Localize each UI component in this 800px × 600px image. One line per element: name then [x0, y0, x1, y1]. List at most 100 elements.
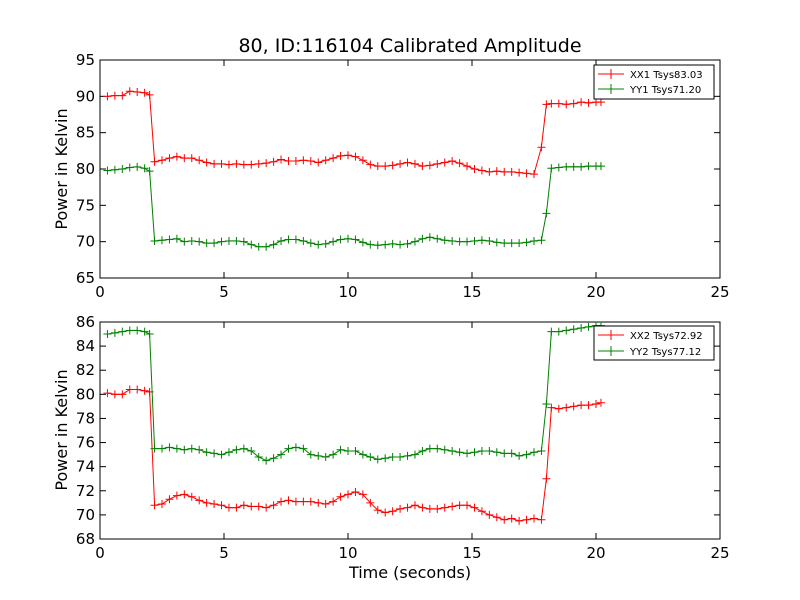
- bottom-series-1-point: [530, 448, 538, 457]
- bottom-series-1-point: [187, 444, 196, 453]
- bottom-series-0-point: [118, 390, 127, 399]
- bottom-series-0-point: [448, 502, 457, 511]
- top-series-0-point: [358, 156, 367, 165]
- top-series-0-point: [125, 87, 134, 96]
- bottom-series-1-point: [165, 443, 174, 452]
- top-series-1-point: [596, 162, 605, 171]
- top-series-0-point: [584, 98, 593, 107]
- bottom-series-1-point: [477, 446, 486, 455]
- bottom-series-0-point: [373, 506, 382, 515]
- bottom-series-1-point: [232, 445, 241, 454]
- top-series-1-point: [329, 237, 338, 246]
- bottom-xtick-label: 15: [462, 544, 481, 562]
- bottom-ytick-label: 68: [76, 530, 95, 548]
- bottom-series-1-point: [195, 445, 204, 454]
- top-series-0-point: [455, 159, 464, 168]
- bottom-series-1-point: [562, 326, 571, 335]
- top-ytick-label: 90: [76, 87, 95, 105]
- top-series-0-point: [336, 151, 345, 160]
- bottom-series-1-point: [239, 444, 248, 453]
- bottom-series-0-point: [262, 503, 271, 512]
- top-ticks: 0 5 10 15 20 25 65 70 75 80 85 90 95: [76, 51, 730, 301]
- top-series-0-point: [140, 88, 149, 97]
- bottom-series-1-point: [329, 450, 338, 459]
- top-series-0-point: [448, 157, 457, 166]
- top-series-0-point: [150, 157, 159, 166]
- bottom-xtick-label: 20: [586, 544, 605, 562]
- top-series-0-point: [440, 158, 449, 167]
- bottom-series-0-point: [321, 500, 330, 509]
- bottom-series-1-point: [547, 327, 556, 336]
- top-series-0-point: [247, 160, 256, 169]
- bottom-series-0-point: [299, 497, 308, 506]
- top-series-0-point: [306, 157, 315, 166]
- top-series-1-point: [158, 236, 166, 245]
- top-series-1-point: [522, 238, 531, 247]
- bottom-series-1-point: [140, 327, 149, 336]
- bottom-series-1-point: [507, 449, 516, 458]
- top-series-0-point: [118, 91, 127, 100]
- bottom-series-0-point: [584, 401, 593, 410]
- top-series-0-point: [373, 162, 382, 171]
- top-series-0-point: [562, 100, 571, 109]
- top-series-1-point: [373, 241, 382, 250]
- top-series-1-point: [507, 239, 516, 248]
- top-series-0-point: [217, 159, 226, 168]
- bottom-series-1-point: [158, 444, 166, 453]
- top-series-1-point: [562, 162, 571, 171]
- top-series-0-point: [145, 90, 154, 99]
- top-series-1-point: [262, 242, 271, 251]
- bottom-series-1-point: [284, 444, 293, 453]
- bottom-xtick-label: 5: [219, 544, 229, 562]
- top-series-1-point: [351, 235, 360, 244]
- top-series-0-point: [329, 154, 338, 163]
- top-series-1-point: [195, 237, 204, 246]
- top-series-0-point: [187, 154, 196, 163]
- top-series-0-point: [133, 87, 142, 96]
- top-series-1-point: [239, 237, 248, 246]
- bottom-series-1-point: [396, 453, 405, 462]
- top-series-1-point: [358, 238, 367, 247]
- top-series-0-point: [103, 92, 112, 101]
- top-ylabel: Power in Kelvin: [52, 108, 71, 229]
- top-series-0-point: [418, 162, 427, 171]
- top-series-1-point: [172, 234, 181, 243]
- top-series-0-point: [381, 162, 390, 171]
- bottom-series-0-point: [133, 385, 142, 394]
- top-series-1-point: [321, 239, 330, 248]
- bottom-series-0-point: [388, 507, 397, 516]
- bottom-ytick-label: 78: [76, 409, 95, 427]
- bottom-series-0-point: [396, 504, 405, 513]
- bottom-series-0-point: [239, 501, 248, 510]
- top-series-0-point: [284, 157, 293, 166]
- bottom-series-1-point: [515, 451, 524, 460]
- top-series-0-point: [547, 99, 556, 108]
- bottom-series-0-point: [103, 389, 112, 398]
- bottom-ytick-label: 70: [76, 506, 95, 524]
- bottom-ytick-label: 74: [76, 458, 95, 476]
- top-legend-label-xx1: XX1 Tsys83.03: [630, 70, 703, 81]
- bottom-series-1-point: [485, 446, 494, 455]
- top-series-0-point: [269, 157, 278, 166]
- bottom-series-0-point: [336, 492, 345, 501]
- top-series-0-point: [254, 159, 263, 168]
- bottom-series-0-point: [470, 503, 479, 512]
- bottom-series-0-point: [485, 510, 494, 519]
- bottom-series-0-point: [217, 501, 226, 510]
- top-series-0-point: [232, 159, 241, 168]
- top-series-0-point: [403, 158, 412, 167]
- top-series-0-point: [210, 159, 219, 168]
- top-series-1-point: [463, 237, 472, 246]
- bottom-series-1-point: [537, 446, 546, 455]
- bottom-series-0-point: [463, 501, 472, 510]
- top-xtick-label: 25: [710, 283, 729, 301]
- top-legend: XX1 Tsys83.03 YY1 Tsys71.20: [593, 64, 715, 100]
- top-series-0-point: [515, 168, 524, 177]
- top-series-1-point: [554, 163, 563, 172]
- top-series-1-point: [299, 236, 308, 245]
- bottom-series-1-point: [455, 448, 464, 457]
- bottom-series-0-point: [150, 501, 159, 510]
- bottom-series-1-point: [277, 450, 286, 459]
- top-legend-box: [593, 64, 715, 100]
- bottom-ytick-label: 76: [76, 434, 95, 452]
